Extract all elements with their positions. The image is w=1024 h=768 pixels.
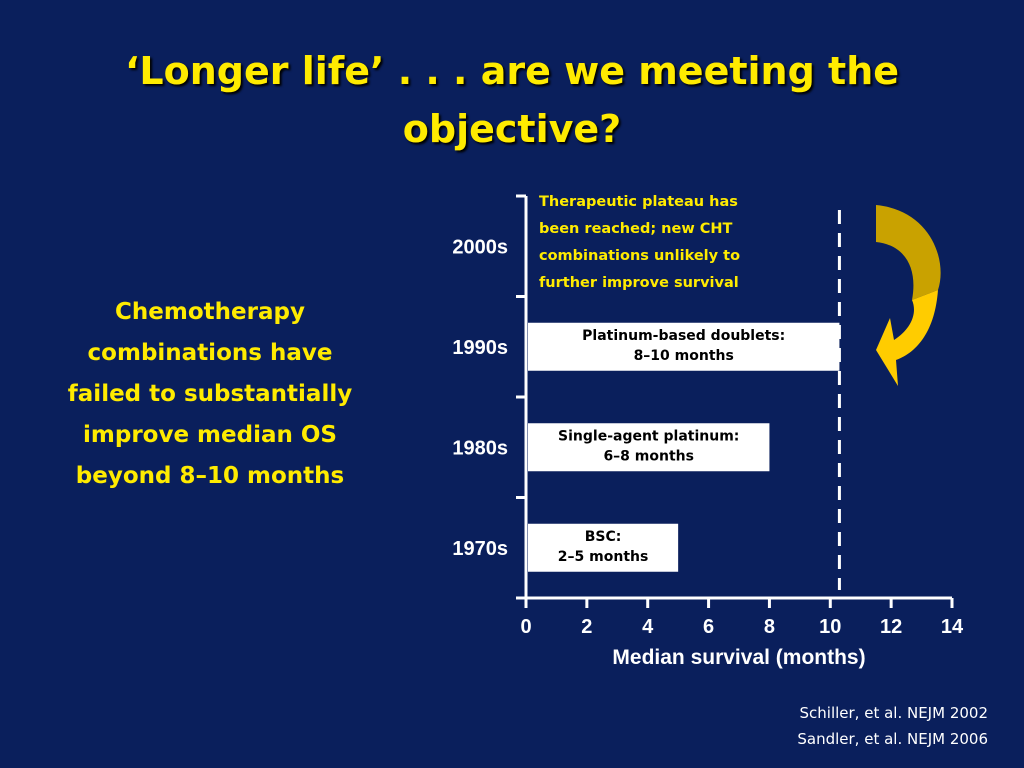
reference-line: Sandler, et al. NEJM 2006: [797, 730, 988, 748]
bar: [528, 423, 770, 472]
x-tick-label: 0: [520, 616, 531, 638]
curved-arrow-icon: [876, 290, 938, 386]
annotation-line: further improve survival: [539, 275, 739, 291]
key-message-line: Chemotherapy: [115, 299, 305, 325]
bar-label: 6–8 months: [603, 448, 694, 464]
y-tick-label: 1970s: [452, 538, 508, 560]
x-tick-label: 10: [819, 616, 841, 638]
x-tick-label: 2: [581, 616, 592, 638]
references: Schiller, et al. NEJM 2002 Sandler, et a…: [688, 700, 988, 752]
y-tick-label: 2000s: [452, 236, 508, 258]
key-message-line: failed to substantially: [67, 381, 353, 407]
annotation-line: been reached; new CHT: [539, 221, 733, 237]
key-message-line: beyond 8–10 months: [75, 463, 345, 489]
slide-title: ‘Longer life’ . . . are we meeting the o…: [80, 42, 944, 158]
bar-label: 2–5 months: [558, 549, 649, 565]
title-line-2: objective?: [402, 107, 622, 151]
bar-label: Single-agent platinum:: [558, 428, 739, 444]
bar-label: Platinum-based doublets:: [582, 328, 785, 344]
bar-label: 8–10 months: [634, 348, 734, 364]
x-axis-label: Median survival (months): [612, 646, 865, 669]
x-tick-label: 4: [642, 616, 654, 638]
key-message: Chemotherapy combinations have failed to…: [40, 292, 380, 497]
reference-line: Schiller, et al. NEJM 2002: [799, 704, 989, 722]
bar: [528, 322, 840, 371]
y-tick-label: 1980s: [452, 437, 508, 459]
y-tick-label: 1990s: [452, 337, 508, 359]
key-message-line: improve median OS: [83, 422, 337, 448]
key-message-line: combinations have: [87, 340, 333, 366]
annotation-line: Therapeutic plateau has: [539, 194, 738, 210]
x-tick-label: 14: [941, 616, 964, 638]
annotation-line: combinations unlikely to: [539, 248, 740, 264]
x-tick-label: 12: [880, 616, 902, 638]
title-line-1: ‘Longer life’ . . . are we meeting the: [124, 49, 900, 93]
bar: [528, 523, 679, 572]
bar-label: BSC:: [585, 529, 622, 545]
x-tick-label: 8: [764, 616, 775, 638]
curved-arrow-back: [876, 205, 941, 300]
x-tick-label: 6: [703, 616, 714, 638]
